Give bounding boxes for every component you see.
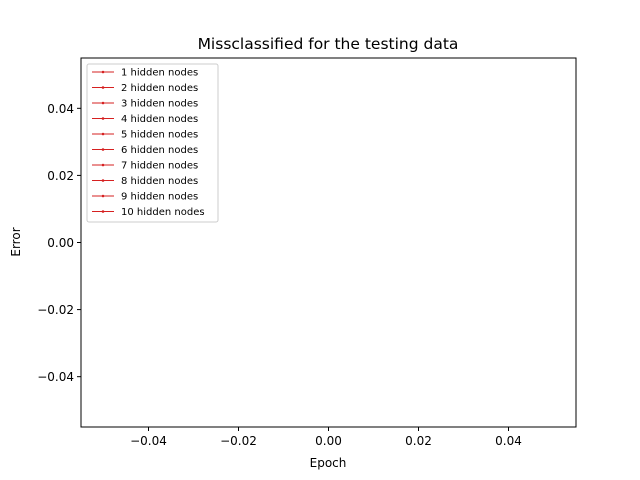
legend-marker: [101, 210, 105, 213]
legend-item: 1 hidden nodes: [92, 68, 198, 79]
legend-label: 1 hidden nodes: [121, 68, 198, 79]
legend-marker: [101, 132, 105, 136]
legend-label: 2 hidden nodes: [121, 83, 198, 94]
legend-item: 10 hidden nodes: [92, 207, 205, 218]
x-tick-label: −0.04: [130, 434, 167, 448]
legend-item: 6 hidden nodes: [92, 145, 198, 156]
y-axis-label: Error: [9, 227, 23, 256]
legend-item: 5 hidden nodes: [92, 130, 198, 141]
y-axis-ticks: −0.04 −0.02 0.00 0.02 0.04: [37, 102, 81, 384]
legend-label: 7 hidden nodes: [121, 161, 198, 172]
y-tick-label: 0.04: [47, 102, 74, 116]
legend-marker: [101, 148, 105, 151]
legend-label: 3 hidden nodes: [121, 99, 198, 110]
x-tick-label: 0.04: [495, 434, 522, 448]
legend-item: 3 hidden nodes: [92, 99, 198, 110]
legend-label: 8 hidden nodes: [121, 176, 198, 187]
legend-label: 9 hidden nodes: [121, 192, 198, 203]
legend-marker: [101, 86, 105, 89]
legend-marker: [101, 163, 105, 167]
y-tick-label: 0.00: [47, 236, 74, 250]
y-tick-label: 0.02: [47, 169, 74, 183]
legend-item: 2 hidden nodes: [92, 83, 198, 94]
chart-title: Missclassified for the testing data: [198, 35, 459, 53]
legend-item: 4 hidden nodes: [92, 114, 198, 125]
legend-label: 10 hidden nodes: [121, 207, 205, 218]
legend-item: 7 hidden nodes: [92, 161, 198, 172]
legend-marker: [101, 117, 105, 120]
y-tick-label: −0.04: [37, 370, 74, 384]
x-axis-label: Epoch: [310, 456, 347, 470]
x-tick-label: 0.00: [315, 434, 342, 448]
legend-marker: [101, 179, 105, 182]
legend-marker: [101, 101, 105, 105]
legend-label: 4 hidden nodes: [121, 114, 198, 125]
x-axis-ticks: −0.04 −0.02 0.00 0.02 0.04: [130, 427, 522, 448]
legend: 1 hidden nodes 2 hidden nodes 3 hidden nod…: [86, 63, 219, 223]
x-tick-label: −0.02: [220, 434, 257, 448]
x-tick-label: 0.02: [405, 434, 432, 448]
legend-marker: [101, 70, 105, 74]
y-tick-label: −0.02: [37, 303, 74, 317]
legend-item: 9 hidden nodes: [92, 192, 198, 203]
legend-frame: [86, 63, 219, 223]
legend-item: 8 hidden nodes: [92, 176, 198, 187]
legend-label: 5 hidden nodes: [121, 130, 198, 141]
legend-label: 6 hidden nodes: [121, 145, 198, 156]
legend-marker: [101, 194, 105, 198]
